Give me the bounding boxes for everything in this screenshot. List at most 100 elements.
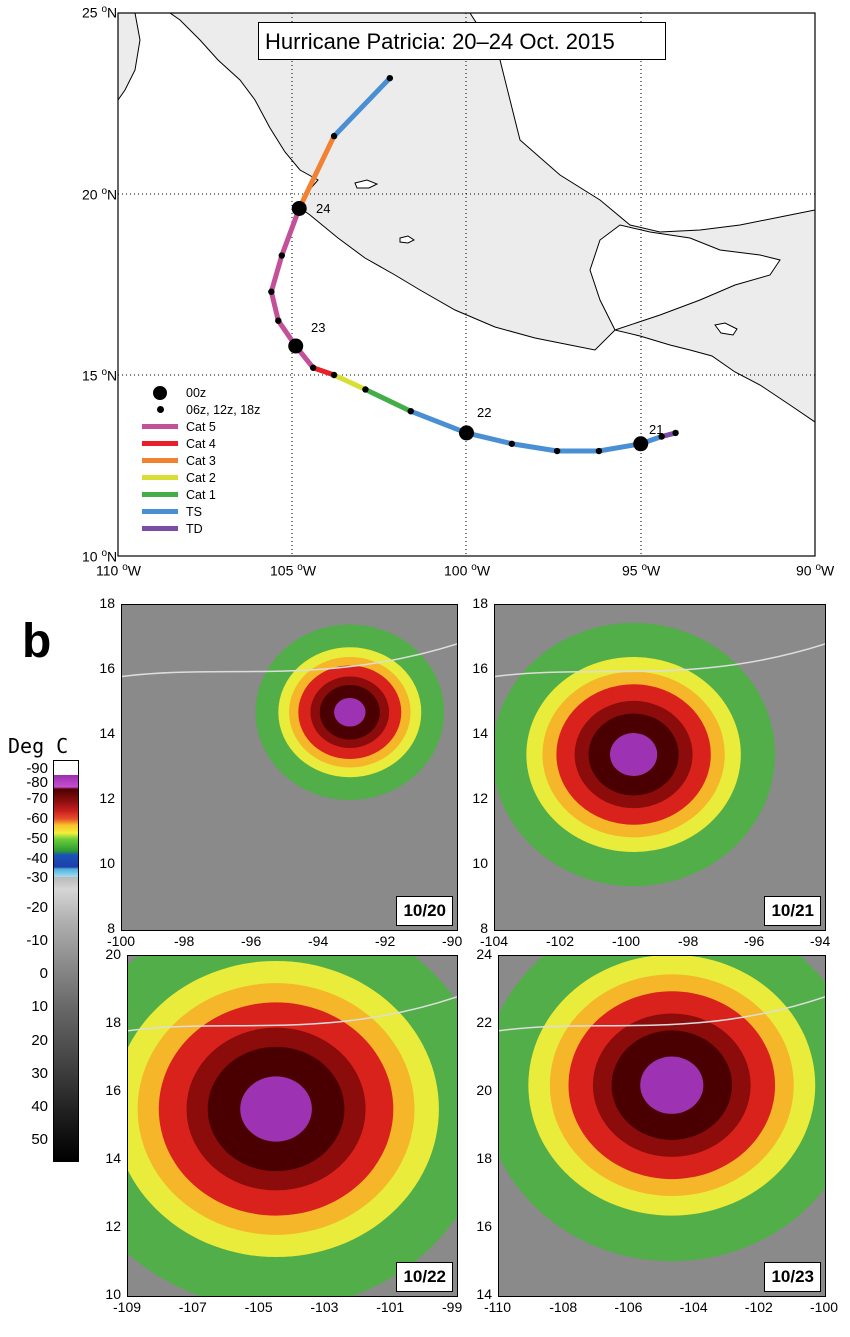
track-segment bbox=[331, 75, 393, 139]
track-segment bbox=[296, 133, 337, 211]
colorbar-label: -50 bbox=[26, 830, 48, 847]
colorbar-label: -40 bbox=[26, 850, 48, 867]
coastline bbox=[499, 996, 825, 1032]
x-tick-label: -110 bbox=[484, 1299, 511, 1315]
x-tick-label: -94 bbox=[810, 933, 831, 949]
cloud-top-contour bbox=[640, 1056, 704, 1114]
track-segment bbox=[268, 289, 281, 324]
legend-item-ts: TS bbox=[142, 503, 260, 520]
x-tick-label: -104 bbox=[679, 1299, 708, 1315]
storm-track bbox=[268, 74, 679, 455]
track-segment bbox=[279, 205, 302, 259]
legend-item-cat4: Cat 4 bbox=[142, 435, 260, 452]
map-frame bbox=[117, 12, 816, 557]
x-tick-label: -106 bbox=[614, 1299, 643, 1315]
colorbar-label: -70 bbox=[26, 790, 48, 807]
y-tick-label: 14 bbox=[105, 1150, 121, 1166]
track-segment bbox=[268, 253, 285, 295]
x-tick-label: -98 bbox=[174, 933, 195, 949]
legend-item-cat1: Cat 1 bbox=[142, 486, 260, 503]
small-dot-icon bbox=[156, 406, 164, 413]
colorbar bbox=[53, 760, 79, 1162]
x-tick-label: -100 bbox=[612, 933, 641, 949]
track-point-00z bbox=[633, 436, 649, 452]
lat-label-25: 25 oN bbox=[82, 4, 118, 21]
track-point bbox=[362, 386, 369, 393]
lake bbox=[714, 322, 738, 336]
coastline bbox=[128, 996, 457, 1032]
ir-imagery bbox=[495, 605, 825, 930]
cloud-top-contour bbox=[240, 1076, 312, 1142]
colorbar-label: 50 bbox=[31, 1131, 48, 1148]
ir-imagery bbox=[128, 956, 457, 1296]
track-point bbox=[553, 447, 561, 455]
panel-date-label: 10/23 bbox=[764, 1262, 821, 1292]
x-tick-label: -99 bbox=[442, 1299, 463, 1315]
x-tick-label: -94 bbox=[308, 933, 329, 949]
y-tick-label: 20 bbox=[105, 946, 121, 962]
panel-date-label: 10/20 bbox=[396, 896, 453, 926]
gulf-of-mexico bbox=[420, 13, 815, 233]
track-map bbox=[117, 12, 816, 557]
track-segment bbox=[331, 372, 368, 392]
colorbar-label: -20 bbox=[26, 899, 48, 916]
colorbar-label: -80 bbox=[26, 774, 48, 791]
y-tick-label: 10 bbox=[105, 1286, 121, 1302]
x-tick-label: -102 bbox=[744, 1299, 773, 1315]
ir-imagery bbox=[122, 605, 457, 930]
day-label-21: 21 bbox=[649, 422, 664, 437]
lon-label-100: 100 oW bbox=[444, 562, 491, 579]
big-dot-icon bbox=[153, 385, 167, 400]
lat-label-15: 15 oN bbox=[82, 367, 118, 384]
colorbar-label: 20 bbox=[31, 1032, 48, 1049]
track-segment bbox=[408, 408, 469, 436]
x-tick-label: -101 bbox=[376, 1299, 405, 1315]
track-point bbox=[330, 371, 338, 379]
ir-imagery bbox=[499, 956, 825, 1296]
x-tick-label: -104 bbox=[480, 933, 509, 949]
track-point bbox=[278, 252, 285, 259]
legend-item-cat5: Cat 5 bbox=[142, 418, 260, 435]
y-tick-label: 18 bbox=[476, 1150, 492, 1166]
lon-label-110: 110 oW bbox=[96, 562, 141, 579]
y-tick-label: 8 bbox=[107, 920, 115, 936]
y-tick-label: 18 bbox=[99, 595, 115, 611]
y-tick-label: 16 bbox=[472, 660, 488, 676]
track-point bbox=[330, 132, 338, 140]
track-point bbox=[309, 364, 317, 371]
lat-label-10: 10 oN bbox=[82, 548, 118, 565]
y-tick-label: 18 bbox=[472, 595, 488, 611]
x-tick-label: -100 bbox=[810, 1299, 839, 1315]
track-point bbox=[595, 447, 603, 455]
y-tick-label: 24 bbox=[476, 946, 492, 962]
track-point bbox=[658, 433, 665, 440]
lake bbox=[354, 179, 379, 189]
x-tick-label: -98 bbox=[678, 933, 699, 949]
satellite-image-panel: 10/23 bbox=[498, 955, 826, 1297]
lake bbox=[399, 235, 415, 244]
cloud-top-contour bbox=[610, 733, 658, 776]
day-label-24: 24 bbox=[316, 201, 331, 216]
colorbar-label: 30 bbox=[31, 1065, 48, 1082]
yucatan-coast bbox=[589, 224, 781, 331]
panel-b-letter: b bbox=[22, 615, 52, 668]
map-title: Hurricane Patricia: 20–24 Oct. 2015 bbox=[258, 22, 666, 60]
x-tick-label: -102 bbox=[546, 933, 575, 949]
y-tick-label: 14 bbox=[476, 1286, 492, 1302]
track-point bbox=[275, 317, 282, 324]
track-point-00z bbox=[288, 338, 304, 354]
track-point bbox=[508, 440, 516, 447]
track-point-00z bbox=[291, 200, 307, 216]
lat-label-20: 20 oN bbox=[82, 186, 118, 203]
y-tick-label: 16 bbox=[476, 1218, 492, 1234]
x-tick-label: -108 bbox=[549, 1299, 578, 1315]
y-tick-label: 12 bbox=[472, 790, 488, 806]
x-tick-label: -90 bbox=[442, 933, 463, 949]
x-tick-label: -107 bbox=[178, 1299, 207, 1315]
satellite-image-panel: 10/21 bbox=[494, 604, 826, 931]
legend-item-td: TD bbox=[142, 520, 260, 537]
track-point bbox=[268, 288, 275, 295]
legend-item-00z: 00z bbox=[142, 384, 260, 401]
lon-label-95: 95 oW bbox=[622, 562, 661, 579]
coastline bbox=[122, 643, 457, 678]
